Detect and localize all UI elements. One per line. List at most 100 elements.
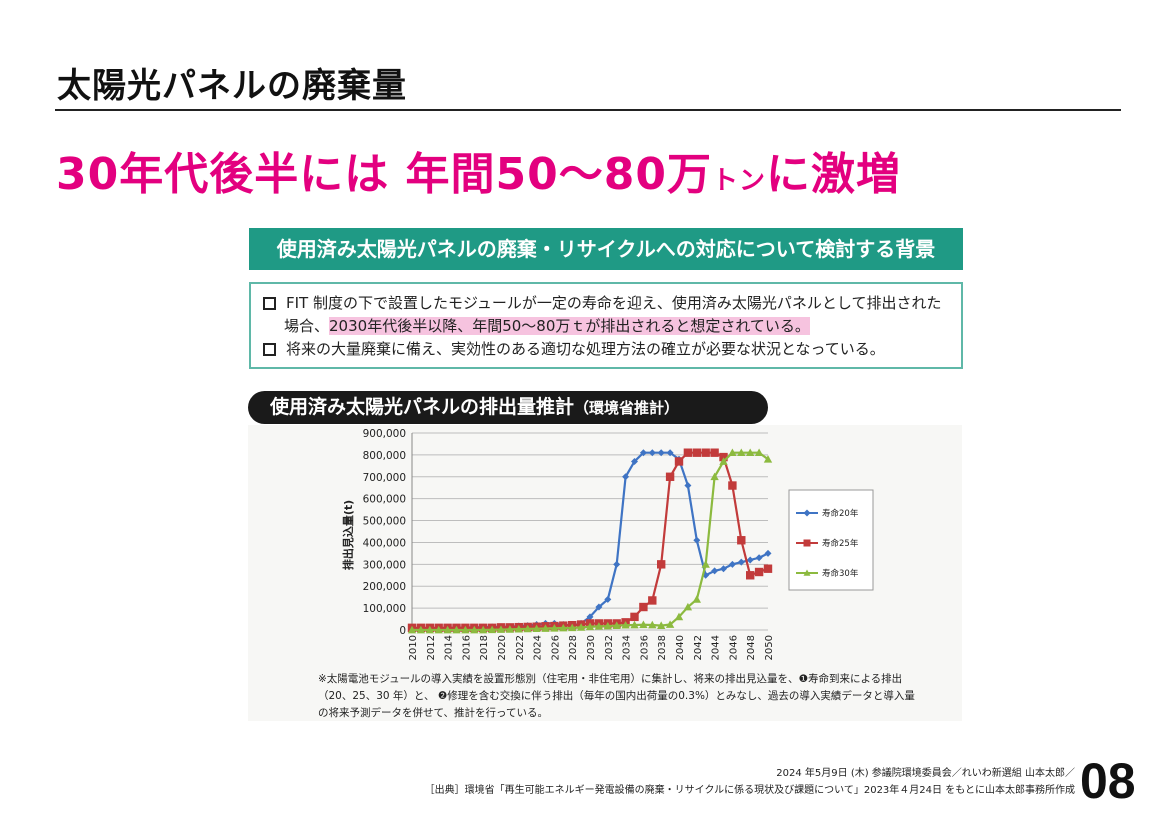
- data-point: [657, 560, 666, 569]
- data-point: [568, 623, 577, 632]
- data-point: [701, 448, 710, 457]
- x-tick-label: 2022: [515, 635, 526, 660]
- data-point: [612, 621, 621, 629]
- data-point: [692, 595, 701, 603]
- y-tick-label: 400,000: [363, 537, 406, 549]
- x-tick-label: 2016: [461, 635, 472, 660]
- y-tick-label: 800,000: [363, 450, 406, 462]
- y-tick-label: 900,000: [363, 428, 406, 440]
- bullet-2: 将来の大量廃棄に備え、実効性のある適切な処理方法の確立が必要な状況となっている。: [263, 338, 885, 359]
- data-point: [639, 602, 648, 612]
- data-point: [630, 612, 639, 622]
- bullet-1: FIT 制度の下で設置したモジュールが一定の寿命を迎え、使用済み太陽光パネルとし…: [263, 292, 942, 313]
- data-point: [719, 457, 728, 465]
- x-tick-label: 2038: [657, 635, 668, 660]
- data-point: [737, 536, 746, 545]
- y-tick-label: 300,000: [363, 559, 406, 571]
- data-point: [550, 624, 559, 632]
- y-tick-label: 200,000: [363, 581, 406, 593]
- chart-header-sub: （環境省推計）: [574, 399, 680, 417]
- x-tick-label: 2010: [408, 635, 419, 660]
- data-point: [674, 457, 684, 466]
- highlighted-estimate: 2030年代後半以降、年間50〜80万ｔが排出されると想定されている。: [329, 317, 810, 335]
- data-point: [763, 564, 773, 573]
- data-point: [496, 625, 506, 633]
- data-point: [710, 448, 719, 457]
- data-point: [657, 449, 665, 457]
- data-point: [541, 624, 550, 632]
- y-tick-label: 700,000: [363, 472, 406, 484]
- data-point: [576, 623, 586, 631]
- headline-main: 30年代後半には 年間50～80万: [56, 149, 713, 200]
- data-point: [514, 624, 523, 633]
- chart-note: ※太陽電池モジュールの導入実績を設置形態別（住宅用・非住宅用）に集計し、将来の排…: [318, 671, 938, 722]
- data-point: [720, 565, 727, 573]
- x-tick-label: 2028: [568, 635, 579, 660]
- x-tick-label: 2036: [639, 635, 650, 660]
- data-point: [693, 536, 701, 544]
- note-line: （20、25、30 年）と、 ❷修理を含む交換に伴う排出（毎年の国内出荷量の0.…: [318, 690, 915, 702]
- data-point: [737, 448, 746, 457]
- data-point: [479, 625, 488, 634]
- data-point: [684, 482, 692, 490]
- background-heading: 使用済み太陽光パネルの廃棄・リサイクルへの対応について検討する背景: [249, 228, 963, 270]
- data-point: [603, 621, 612, 630]
- data-point: [631, 457, 638, 465]
- slide-title: 太陽光パネルの廃棄量: [57, 66, 407, 106]
- x-tick-label: 2030: [586, 635, 597, 660]
- x-tick-label: 2042: [693, 635, 704, 660]
- y-axis-label: 排出見込量(t): [341, 500, 355, 570]
- data-point: [595, 603, 603, 611]
- data-point: [407, 625, 417, 634]
- data-point: [657, 621, 666, 629]
- data-point: [666, 449, 674, 457]
- x-tick-label: 2044: [711, 635, 722, 660]
- data-point: [764, 549, 772, 557]
- data-point: [443, 625, 452, 634]
- data-point: [621, 620, 630, 629]
- y-tick-label: 100,000: [363, 603, 406, 615]
- data-point: [746, 448, 755, 457]
- title-divider: [55, 109, 1121, 111]
- data-point: [425, 625, 434, 634]
- data-point: [452, 625, 461, 634]
- data-point: [613, 560, 621, 568]
- data-point: [728, 560, 736, 568]
- data-point: [639, 449, 647, 457]
- headline: 30年代後半には 年間50～80万トンに激増: [56, 138, 901, 202]
- x-tick-label: 2034: [622, 635, 633, 660]
- x-tick-label: 2050: [764, 635, 775, 660]
- bullet-1-prefix: 場合、: [284, 317, 330, 335]
- data-point: [532, 624, 541, 633]
- x-tick-label: 2046: [728, 635, 739, 660]
- data-point: [711, 567, 719, 575]
- data-point: [719, 452, 728, 462]
- chart-header-main: 使用済み太陽光パネルの排出量推計: [270, 396, 575, 418]
- data-point: [622, 473, 630, 481]
- y-tick-label: 600,000: [363, 494, 406, 506]
- x-tick-label: 2018: [479, 635, 490, 660]
- note-line: ※太陽電池モジュールの導入実績を設置形態別（住宅用・非住宅用）に集計し、将来の排…: [318, 673, 903, 685]
- data-point: [683, 602, 693, 611]
- data-point: [728, 481, 737, 490]
- data-point: [416, 625, 426, 634]
- data-point: [434, 625, 443, 634]
- data-point: [763, 455, 773, 463]
- data-point: [585, 622, 595, 631]
- data-point: [523, 624, 532, 633]
- data-point: [737, 558, 745, 566]
- data-point: [604, 595, 612, 603]
- data-point: [505, 625, 515, 633]
- data-point: [665, 620, 675, 628]
- data-point: [586, 613, 594, 621]
- bullet-1-cont: 場合、2030年代後半以降、年間50〜80万ｔが排出されると想定されている。: [284, 315, 810, 336]
- data-point: [701, 560, 710, 568]
- emission-chart: 0 100,000 200,000 300,000 400,000 500,000 600,…: [341, 428, 874, 660]
- y-tick-label: 500,000: [363, 516, 406, 528]
- headline-tail: に激増: [766, 149, 902, 200]
- data-point: [754, 448, 764, 457]
- data-point: [710, 472, 719, 481]
- data-point: [692, 448, 701, 457]
- page-number: 08: [1080, 753, 1136, 809]
- data-point: [594, 622, 604, 630]
